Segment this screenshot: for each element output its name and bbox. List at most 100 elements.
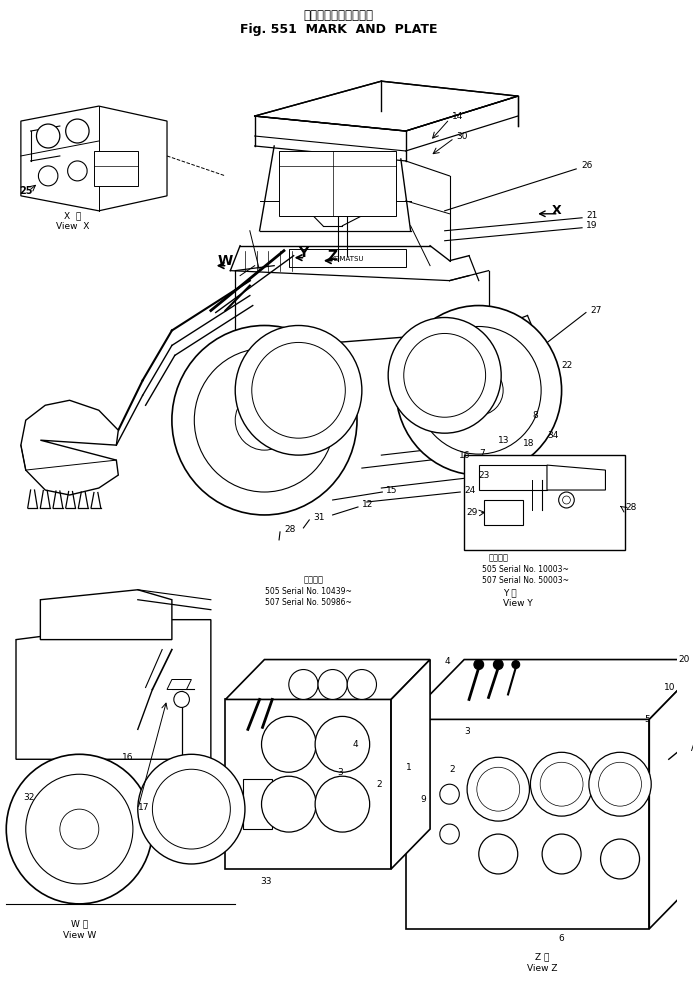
Circle shape [261, 716, 316, 772]
Text: View  X: View X [56, 222, 89, 231]
Text: 31: 31 [313, 513, 324, 522]
Circle shape [38, 166, 58, 186]
Text: 2: 2 [376, 779, 382, 788]
Text: 17: 17 [138, 802, 149, 811]
Text: X  視: X 視 [64, 212, 81, 221]
Circle shape [388, 318, 501, 434]
Text: 34: 34 [547, 431, 559, 440]
Bar [289, 249, 405, 267]
Text: X: X [552, 205, 561, 218]
Circle shape [66, 119, 89, 143]
Polygon shape [391, 659, 430, 869]
Circle shape [315, 776, 369, 832]
Circle shape [440, 784, 459, 804]
Text: 10: 10 [664, 683, 676, 692]
Text: 適用号機: 適用号機 [303, 575, 323, 584]
Bar [464, 456, 625, 549]
Circle shape [474, 659, 484, 669]
Text: 9: 9 [421, 794, 426, 803]
Circle shape [540, 762, 583, 806]
Text: 30: 30 [457, 132, 468, 141]
Text: 28: 28 [625, 503, 636, 512]
Circle shape [289, 669, 318, 699]
Text: 28: 28 [284, 525, 295, 534]
Text: 12: 12 [362, 500, 374, 509]
Text: 19: 19 [586, 221, 597, 230]
Text: 15: 15 [386, 486, 398, 495]
Polygon shape [40, 589, 172, 639]
Text: 適用号機: 適用号機 [489, 553, 509, 562]
Text: 22: 22 [561, 361, 573, 370]
Polygon shape [547, 466, 606, 491]
Circle shape [172, 326, 357, 514]
Circle shape [493, 659, 503, 669]
Circle shape [396, 306, 561, 476]
Text: 2: 2 [450, 765, 455, 774]
Text: 25: 25 [19, 186, 33, 196]
Circle shape [68, 161, 87, 181]
Circle shape [347, 669, 376, 699]
Text: 16: 16 [459, 451, 471, 460]
Text: 505 Serial No. 10003~: 505 Serial No. 10003~ [482, 565, 568, 574]
Circle shape [194, 349, 335, 493]
Circle shape [589, 752, 651, 816]
Polygon shape [225, 699, 391, 869]
Text: 507 Serial No. 50986~: 507 Serial No. 50986~ [265, 598, 352, 607]
Polygon shape [16, 619, 211, 759]
Text: 4: 4 [352, 740, 358, 749]
Text: View W: View W [62, 931, 96, 940]
Circle shape [599, 762, 642, 806]
Text: 3: 3 [337, 768, 343, 777]
Polygon shape [225, 659, 430, 699]
Text: View Z: View Z [527, 964, 557, 973]
Circle shape [261, 776, 316, 832]
Polygon shape [167, 679, 191, 689]
Text: マークおよびプレート: マークおよびプレート [304, 9, 374, 22]
Text: 1: 1 [405, 763, 412, 772]
Text: 29: 29 [466, 508, 477, 517]
Circle shape [559, 493, 574, 507]
Text: W: W [218, 254, 233, 268]
Text: 27: 27 [591, 306, 602, 315]
Text: Y 視: Y 視 [503, 588, 517, 597]
Text: 16: 16 [122, 753, 134, 762]
Text: W 視: W 視 [71, 919, 88, 928]
Text: 6: 6 [559, 934, 565, 943]
Circle shape [530, 752, 593, 816]
Circle shape [563, 497, 570, 503]
Circle shape [416, 327, 541, 455]
Text: 21: 21 [586, 212, 597, 221]
Circle shape [455, 366, 503, 416]
Text: 33: 33 [261, 877, 272, 886]
Polygon shape [405, 659, 693, 719]
Circle shape [152, 769, 230, 849]
Text: 24: 24 [464, 486, 475, 495]
Bar [484, 500, 523, 524]
Bar [243, 779, 272, 829]
Text: 20: 20 [678, 655, 690, 664]
Circle shape [37, 124, 60, 148]
Circle shape [138, 754, 245, 864]
Text: Fig. 551  MARK  AND  PLATE: Fig. 551 MARK AND PLATE [240, 23, 437, 36]
Circle shape [467, 757, 529, 821]
Text: 5: 5 [644, 715, 650, 724]
Circle shape [479, 834, 518, 874]
Circle shape [26, 774, 133, 884]
Circle shape [477, 767, 520, 811]
Circle shape [318, 669, 347, 699]
Circle shape [60, 809, 99, 849]
Text: /: / [691, 742, 693, 752]
Text: Z 視: Z 視 [535, 952, 550, 961]
Circle shape [404, 334, 486, 418]
Text: Y: Y [299, 246, 308, 260]
Circle shape [235, 326, 362, 456]
Text: 505 Serial No. 10439~: 505 Serial No. 10439~ [265, 587, 352, 596]
Text: 13: 13 [498, 436, 510, 445]
Circle shape [440, 824, 459, 844]
Text: 18: 18 [523, 439, 534, 448]
Text: 23: 23 [479, 471, 490, 480]
Text: 32: 32 [23, 792, 34, 801]
Bar [279, 151, 396, 216]
Polygon shape [255, 81, 518, 131]
Polygon shape [21, 106, 167, 211]
